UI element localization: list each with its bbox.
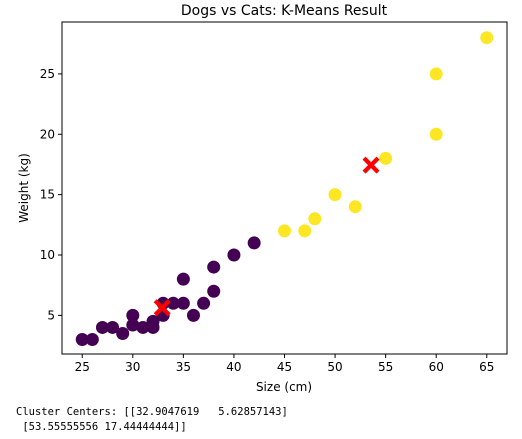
cluster-1-point [176, 272, 190, 286]
cluster-1-point [227, 248, 241, 262]
cluster-centers-line-1: Cluster Centers: [[32.9047619 5.62857143… [16, 406, 288, 418]
cluster-1-point [75, 333, 89, 347]
kmeans-scatter-chart: Dogs vs Cats: K-Means Result 25 30 35 40 45 5… [17, 3, 508, 394]
cluster-2-point [328, 188, 342, 202]
cluster-2-point [278, 224, 291, 238]
cluster-1-point [85, 333, 99, 347]
cluster-1-point [146, 314, 160, 328]
cluster-2-point [480, 31, 494, 45]
x-tick-label: 30 [125, 360, 140, 374]
cluster-1-point [106, 320, 120, 334]
cluster-2-point [429, 67, 443, 81]
cluster-1-point [126, 308, 140, 322]
x-tick-label: 60 [429, 360, 444, 374]
x-tick-label: 35 [176, 360, 191, 374]
x-tick-label: 50 [327, 360, 342, 374]
cluster-1-point [247, 236, 261, 250]
cluster-1-point [186, 308, 200, 322]
console-output: Cluster Centers: [[32.9047619 5.62857143… [16, 405, 288, 435]
cluster-1-point [207, 260, 221, 274]
x-tick-label: 25 [75, 360, 90, 374]
x-tick-label: 40 [226, 360, 241, 374]
y-tick-label: 5 [47, 308, 55, 322]
y-tick-label: 20 [40, 127, 55, 141]
x-tick-label: 65 [479, 360, 494, 374]
cluster-1-point [176, 296, 190, 310]
y-tick-label: 25 [40, 67, 55, 81]
cluster-1-point [95, 320, 109, 334]
cluster-centers-line-2: [53.55555556 17.44444444]] [16, 421, 187, 433]
x-tick-label: 55 [378, 360, 393, 374]
cluster-2-point [348, 200, 362, 214]
cluster-1-point [136, 320, 150, 334]
cluster-1-point [126, 318, 140, 332]
cluster-2-point [308, 212, 322, 226]
cluster-1-point [166, 296, 180, 310]
y-tick-label: 15 [40, 188, 55, 202]
cluster-center-marker [362, 156, 380, 174]
y-tick-label: 10 [40, 248, 55, 262]
cluster-1-point [116, 326, 130, 340]
cluster-2-point [298, 224, 312, 238]
plot-area-frame [61, 21, 508, 355]
cluster-1-point [197, 296, 211, 310]
cluster-center-marker [153, 299, 171, 317]
chart-title: Dogs vs Cats: K-Means Result [181, 3, 388, 19]
cluster-2-point [429, 127, 443, 141]
cluster-2-point [379, 151, 393, 165]
y-axis-label: Weight (kg) [17, 153, 31, 223]
x-tick-label: 45 [277, 360, 292, 374]
x-axis-label: Size (cm) [256, 380, 312, 394]
cluster-1-point [207, 284, 221, 298]
